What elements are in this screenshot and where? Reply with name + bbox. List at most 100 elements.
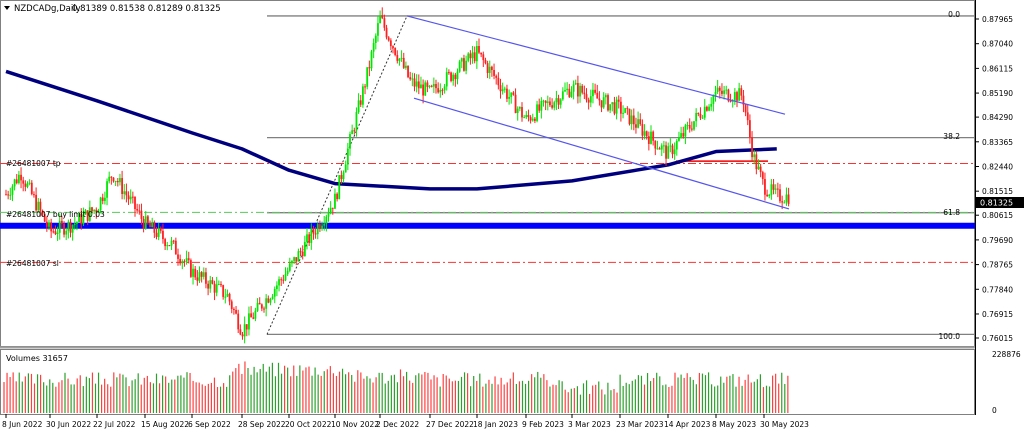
candle-body — [527, 115, 530, 118]
candle-body — [35, 194, 37, 211]
candle-body — [237, 313, 240, 330]
candle-body — [239, 329, 242, 335]
candle-body — [394, 47, 397, 56]
candle-body — [420, 84, 422, 89]
candle-body — [746, 112, 749, 121]
candle-body — [323, 223, 326, 226]
price-tick-label: 0.76015 — [982, 334, 1013, 343]
candle-body — [764, 179, 766, 195]
candle-body — [76, 222, 78, 224]
candle-body — [568, 88, 571, 97]
price-tick-label: 0.85190 — [982, 89, 1013, 98]
candle-body — [314, 233, 317, 235]
candle-body — [217, 284, 220, 286]
candle-body — [712, 95, 715, 104]
candle-body — [738, 88, 741, 101]
candle-body — [136, 208, 139, 211]
candle-body — [99, 197, 102, 211]
candle-body — [779, 189, 781, 202]
candle-body — [439, 89, 442, 93]
price-tick-label: 0.76915 — [982, 310, 1013, 319]
candle-body — [39, 201, 42, 211]
candle-body — [41, 210, 44, 215]
time-tick-label: 28 Sep 2022 — [238, 420, 286, 429]
candle-body — [557, 98, 560, 105]
candle-body — [84, 210, 87, 215]
channel-lower-line[interactable] — [413, 97, 790, 210]
buy-limit-label: #26481007 buy limit 0.03 — [6, 210, 105, 219]
candle-body — [205, 272, 207, 284]
candle-body — [151, 221, 154, 228]
candle-body — [110, 176, 113, 178]
volume-pane-frame — [0, 349, 975, 415]
candle-body — [529, 117, 532, 121]
candle-body — [585, 94, 588, 100]
candle-body — [282, 279, 285, 281]
candle-body — [409, 77, 412, 80]
candle-body — [372, 42, 375, 52]
candle-body — [721, 90, 723, 94]
time-tick-label: 23 Mar 2023 — [616, 420, 664, 429]
candle-body — [192, 268, 194, 277]
candle-body — [641, 124, 644, 136]
candle-body — [340, 175, 343, 180]
horizontal-levels[interactable] — [0, 160, 975, 263]
candle-body — [181, 261, 184, 264]
candle-body — [164, 239, 166, 247]
candle-body — [727, 89, 730, 101]
candle-body — [288, 263, 291, 271]
candle-body — [308, 234, 311, 243]
candle-body — [127, 195, 130, 200]
candle-body — [67, 221, 70, 231]
candle-body — [349, 134, 351, 149]
moving-average-polyline[interactable] — [5, 69, 777, 191]
time-tick-label: 18 Jan 2023 — [473, 420, 518, 429]
candle-body — [142, 218, 145, 229]
fib-38-label: 38.2 — [943, 132, 960, 141]
candle-body — [465, 60, 467, 71]
candle-body — [564, 90, 566, 92]
fib-100-label: 100.0 — [939, 332, 961, 341]
support-level-line[interactable] — [0, 222, 975, 229]
fib-61-label: 61.8 — [943, 208, 960, 217]
candle-body — [703, 106, 706, 118]
candle-body — [344, 164, 347, 173]
candle-body — [303, 241, 306, 257]
candle-body — [561, 91, 564, 100]
fib-trend-line[interactable] — [266, 15, 408, 335]
candle-body — [536, 104, 538, 121]
triangle-down-icon[interactable] — [4, 6, 10, 10]
trend-channel[interactable] — [406, 15, 790, 210]
candle-body — [258, 302, 261, 305]
price-pane-frame — [0, 0, 975, 347]
moving-average-line[interactable] — [5, 69, 777, 191]
candle-body — [521, 107, 523, 118]
candle-body — [755, 154, 758, 170]
current-price-value: 0.81325 — [980, 199, 1013, 208]
candle-body — [415, 81, 418, 87]
sl-label: #26481007 sl — [6, 259, 59, 268]
candle-body — [602, 97, 605, 108]
candle-body — [445, 72, 448, 87]
candle-body — [224, 296, 227, 298]
candle-body — [516, 108, 519, 114]
candle-body — [245, 324, 248, 330]
candle-body — [215, 284, 218, 293]
candle-body — [54, 231, 57, 235]
candle-body — [523, 117, 526, 119]
candle-body — [159, 227, 162, 231]
candle-body — [736, 92, 738, 101]
candle-body — [78, 213, 80, 223]
candle-body — [480, 52, 483, 55]
price-tick-label: 0.79690 — [982, 236, 1013, 245]
candle-body — [611, 102, 614, 105]
candle-body — [622, 112, 624, 114]
candle-body — [26, 183, 29, 187]
time-tick-label: 22 Jul 2022 — [93, 420, 136, 429]
candle-body — [185, 258, 188, 262]
candle-body — [250, 313, 252, 318]
candle-body — [52, 231, 55, 233]
channel-upper-line[interactable] — [406, 15, 786, 115]
